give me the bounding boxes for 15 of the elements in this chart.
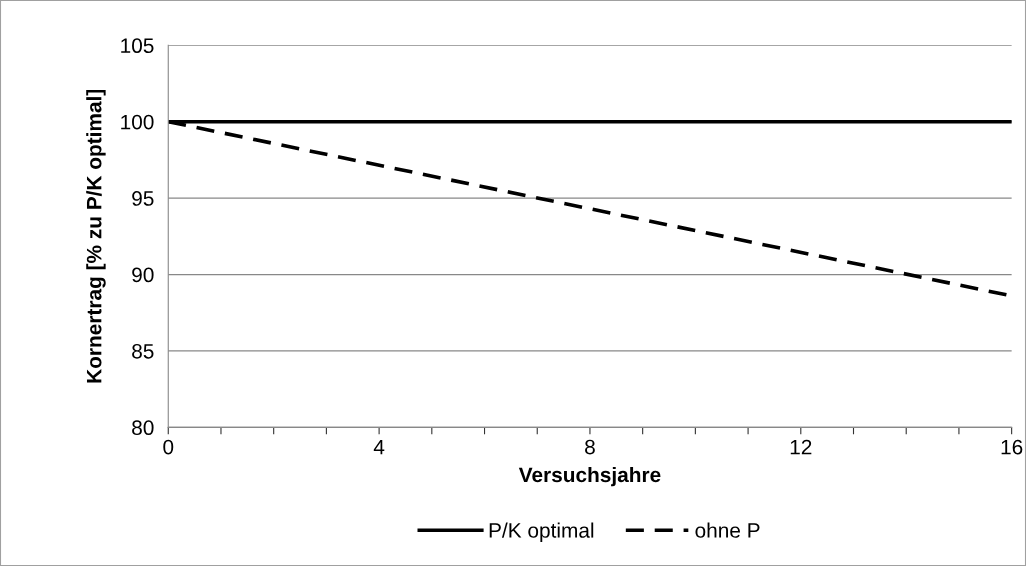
x-tick-label: 0 — [163, 439, 174, 455]
y-tick-label: 105 — [121, 38, 154, 54]
x-tick-label: 4 — [373, 439, 385, 455]
y-tick-label: 80 — [132, 420, 154, 436]
legend-label: ohne P — [695, 522, 760, 538]
y-tick-label: 95 — [132, 191, 154, 206]
y-tick-label: 90 — [132, 267, 154, 283]
x-tick-label: 8 — [585, 439, 595, 455]
y-tick-label: 85 — [132, 343, 154, 359]
legend-label: P/K optimal — [489, 522, 594, 542]
x-axis-title: Versuchsjahre — [518, 466, 661, 487]
y-tick-label: 100 — [121, 114, 154, 130]
x-tick-label: 12 — [790, 439, 812, 455]
y-axis-title: Kornertrag [% zu P/K optimal] — [86, 89, 106, 383]
x-tick-label: 16 — [1001, 439, 1023, 455]
